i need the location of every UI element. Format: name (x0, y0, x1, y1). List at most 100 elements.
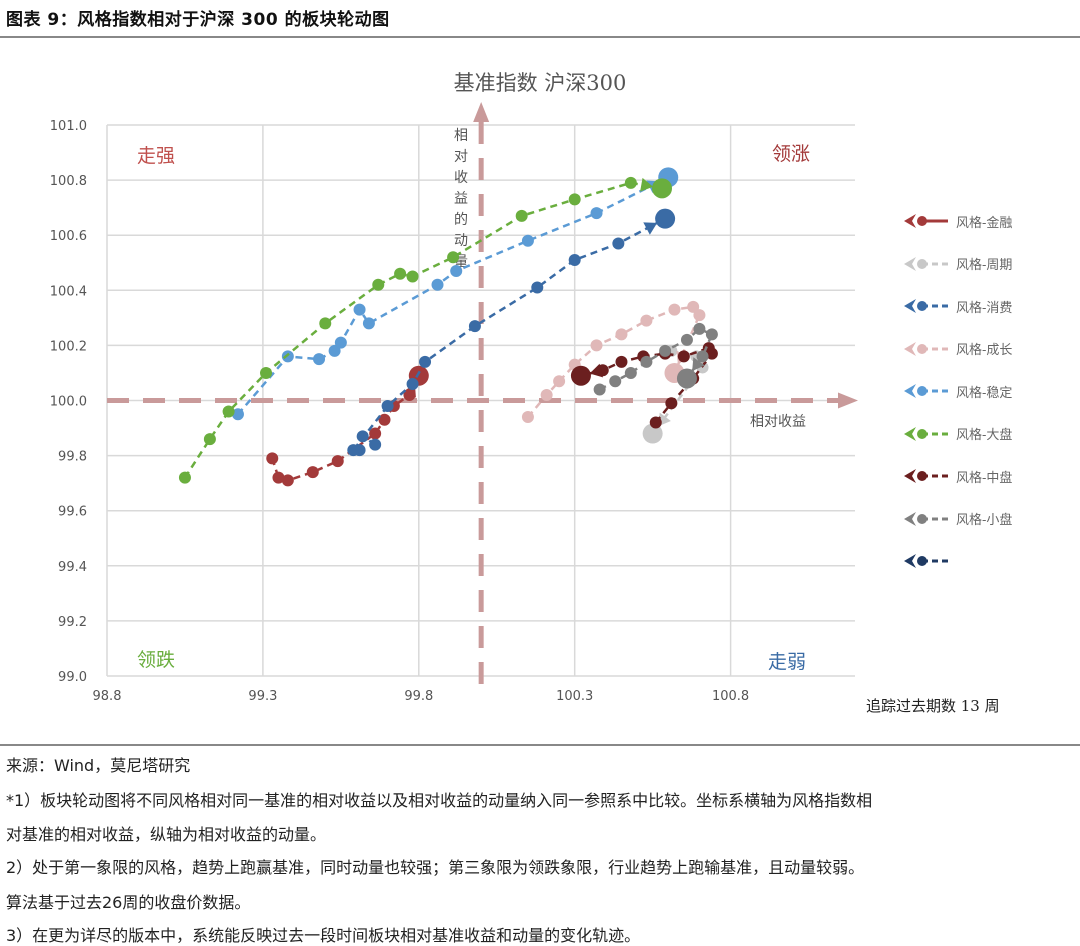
y-tick-label: 99.2 (58, 615, 87, 630)
data-point (568, 193, 581, 206)
data-point (696, 350, 709, 363)
legend-marker-icon (904, 256, 948, 271)
x-tick-label: 98.8 (93, 689, 122, 704)
data-point (203, 433, 216, 446)
y-tick-label: 100.6 (50, 229, 87, 244)
y-tick-label: 99.6 (58, 505, 87, 520)
legend-label: 风格-消费 (956, 300, 1013, 316)
series-风格-小盘 (593, 322, 718, 396)
quadrant-label-strengthening: 走强 (137, 145, 175, 167)
x-tick-label: 100.3 (556, 689, 593, 704)
legend-marker-icon (904, 426, 948, 441)
data-point (668, 303, 681, 316)
data-point (369, 438, 382, 451)
data-point (515, 209, 528, 222)
trajectory-arrow-icon (643, 222, 658, 235)
y-tick-label: 99.8 (58, 450, 87, 465)
legend-marker-icon (904, 214, 948, 229)
data-point (222, 405, 235, 418)
y-axis-label-char: 相 (454, 128, 468, 144)
data-point (521, 411, 534, 424)
quadrant-label-lagging: 领跌 (137, 649, 175, 671)
data-point (319, 317, 332, 330)
data-point (281, 474, 294, 487)
figure-title: 图表 9：风格指数相对于沪深 300 的板块轮动图 (6, 10, 390, 30)
data-point (331, 455, 344, 468)
legend-label: 风格-大盘 (956, 428, 1013, 444)
data-point (590, 207, 603, 220)
trajectory-arrow-icon (692, 357, 705, 372)
chart-legend: 风格-金融风格-周期风格-消费风格-成长风格-稳定风格-大盘风格-中盘风格-小盘 (902, 200, 1072, 583)
data-point (693, 322, 706, 335)
legend-label: 风格-金融 (956, 215, 1013, 231)
data-point (659, 344, 672, 357)
data-point (609, 375, 622, 388)
legend-marker-icon (904, 554, 948, 569)
series-endpoint (652, 178, 673, 199)
series-风格-金融 (266, 365, 429, 487)
legend-item: 风格-成长 (902, 328, 1072, 371)
data-point (266, 452, 279, 465)
note-2-cont: 算法基于过去26周的收盘价数据。 (6, 893, 251, 912)
legend-marker-icon (904, 469, 948, 484)
legend-item: 风格-消费 (902, 285, 1072, 328)
data-point (687, 300, 700, 313)
legend-marker-icon (904, 384, 948, 399)
data-point (356, 430, 369, 443)
note-1: *1）板块轮动图将不同风格相对同一基准的相对收益以及相对收益的动量纳入同一参照系… (6, 791, 873, 810)
series-line (271, 375, 420, 482)
legend-item: 风格-稳定 (902, 370, 1072, 413)
data-point (553, 375, 566, 388)
data-point (178, 471, 191, 484)
y-axis-label-char: 对 (454, 149, 468, 165)
y-tick-label: 100.4 (50, 284, 87, 299)
data-point (406, 377, 419, 390)
data-point (362, 317, 375, 330)
legend-label: 风格-周期 (956, 258, 1013, 274)
legend-label: 风格-中盘 (956, 470, 1013, 486)
data-point (612, 237, 625, 250)
trajectory-arrow-icon (589, 363, 604, 378)
data-point (431, 278, 444, 291)
legend-item: 风格-中盘 (902, 455, 1072, 498)
data-point (677, 350, 690, 363)
data-point (378, 413, 391, 426)
data-point (406, 270, 419, 283)
data-point (624, 366, 637, 379)
data-point (468, 320, 481, 333)
data-point (531, 281, 544, 294)
data-point (540, 388, 553, 401)
data-point (450, 265, 463, 278)
data-point (313, 353, 326, 366)
y-tick-label: 100.2 (50, 339, 87, 354)
trajectory-arrow-icon (640, 177, 654, 192)
source-note: 来源：Wind，莫尼塔研究 (6, 756, 191, 775)
data-point (381, 400, 394, 413)
series-风格-成长 (521, 300, 706, 424)
legend-item (902, 540, 1072, 583)
legend-label: 风格-成长 (956, 343, 1013, 359)
series-line (183, 181, 663, 479)
data-point (640, 314, 653, 327)
legend-item: 风格-小盘 (902, 498, 1072, 541)
quadrant-label-weakening: 走弱 (768, 651, 806, 673)
y-tick-label: 99.4 (58, 560, 87, 575)
x-tick-label: 99.3 (248, 689, 277, 704)
series-line (599, 327, 714, 391)
footer-divider (0, 744, 1080, 746)
data-point (665, 397, 678, 410)
legend-item: 风格-金融 (902, 200, 1072, 243)
data-point (260, 366, 273, 379)
chart-title: 基准指数 沪深300 (454, 71, 627, 95)
x-tick-label: 99.8 (404, 689, 433, 704)
note-1-cont: 对基准的相对收益，纵轴为相对收益的动量。 (6, 825, 327, 844)
data-point (419, 355, 432, 368)
legend-item: 风格-大盘 (902, 413, 1072, 456)
series-endpoint (642, 423, 663, 444)
data-point (334, 336, 347, 349)
data-point (693, 309, 706, 322)
legend-label: 风格-稳定 (956, 385, 1013, 401)
y-axis-label-char: 的 (454, 212, 468, 228)
data-point (615, 355, 628, 368)
y-tick-label: 100.0 (50, 395, 87, 410)
